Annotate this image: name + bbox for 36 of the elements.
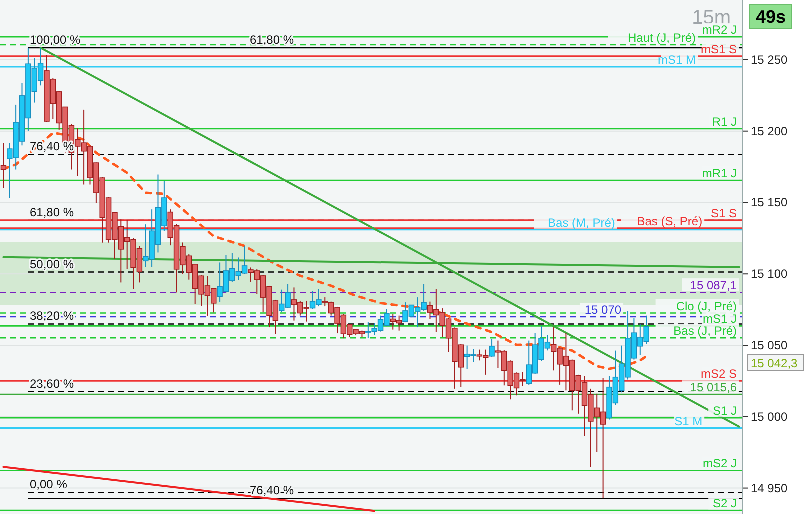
candlestick: [0, 142, 7, 189]
y-tick-label: 14 950: [751, 481, 788, 496]
ref-line-label: S1 M: [674, 414, 703, 428]
annotation: 61,80 %: [250, 32, 294, 47]
ref-line-label: Bas (S, Pré): [637, 214, 703, 228]
ref-line-label: mS2 J: [702, 456, 737, 471]
annotation: 50,00 %: [30, 257, 74, 272]
ref-line-label: Clo (J, Pré): [676, 299, 737, 314]
y-tick-label: 15 200: [751, 124, 788, 138]
ref-line-label: mS2 S: [700, 367, 737, 382]
y-tick-label: 15 050: [751, 338, 788, 353]
ref-line-label: Bas (J, Pré): [674, 324, 737, 338]
ref-line-label: Bas (M, Pré): [548, 216, 616, 230]
ref-line-label: 15 015,6: [690, 380, 738, 395]
annotation: 76,40 %: [30, 140, 74, 154]
candlestick: [489, 338, 495, 358]
ref-line-label: S1 S: [710, 206, 737, 220]
annotation: 0,00 %: [30, 478, 68, 492]
ref-line-label: mS1 M: [658, 52, 696, 67]
ref-line-label: R1 J: [712, 114, 737, 129]
annotation: 100,00 %: [30, 32, 82, 47]
ref-line-label: S2 J: [712, 496, 737, 511]
ref-line-label: mS1 J: [702, 312, 737, 326]
y-tick-label: 15 150: [751, 196, 788, 210]
ref-line-label: mR1 J: [702, 166, 737, 181]
text: 15 042,3: [751, 356, 798, 371]
ref-line-label: 15 070: [584, 302, 622, 317]
y-tick-label: 15 250: [751, 52, 788, 67]
ref-line-label: 15 087,1: [690, 278, 738, 293]
y-tick-label: 15 100: [751, 267, 788, 282]
y-tick-label: 15 000: [751, 410, 788, 424]
ref-line-label: mS1 S: [700, 42, 737, 56]
annotation: 61,80 %: [30, 205, 74, 220]
text: 49s: [756, 7, 786, 27]
ref-line-label: S1 J: [712, 404, 737, 418]
ref-line-label: Haut (J, Pré): [628, 30, 696, 45]
